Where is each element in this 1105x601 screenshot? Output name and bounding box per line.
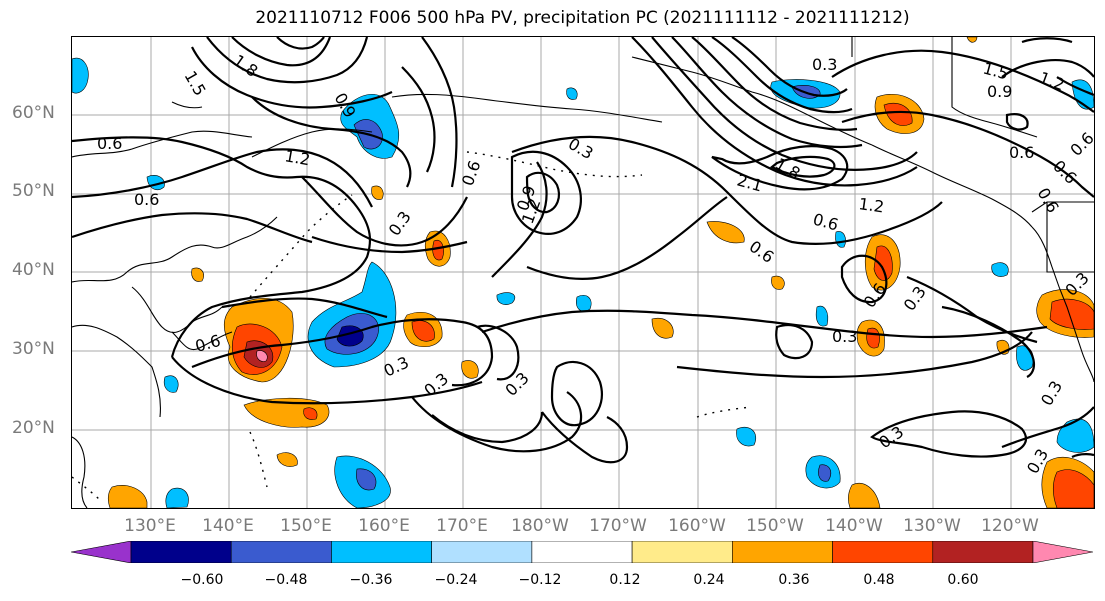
contour-label: 0.9 [987, 82, 1012, 101]
contour-label: 0.6 [746, 237, 778, 267]
colorbar-segment [331, 541, 432, 563]
colorbar-tick: −0.60 [180, 572, 224, 588]
island-chains [72, 151, 753, 503]
lat-label-40n: 40°N [12, 260, 55, 280]
lon-label-160w: 160°W [668, 516, 726, 536]
contour-label: 0.6 [458, 158, 485, 188]
lon-label-130e: 130°E [124, 516, 176, 536]
contour-label: 0.6 [134, 190, 159, 209]
contour-label: 0.6 [1049, 156, 1080, 187]
colorbar-extend-max [1032, 541, 1093, 563]
colorbar-segment [932, 541, 1034, 563]
contour-label: 0.6 [193, 331, 223, 356]
lat-label-60n: 60°N [12, 103, 55, 123]
lon-label-180w: 180°W [511, 516, 569, 536]
coastlines [72, 37, 1094, 508]
contour-label: 0.6 [97, 134, 122, 153]
colorbar-tick: 0.12 [609, 572, 641, 588]
contour-label: 0.6 [811, 210, 841, 235]
lon-label-150w: 150°W [746, 516, 804, 536]
lon-label-150e: 150°E [280, 516, 332, 536]
contour-label: 1.2 [1037, 68, 1067, 95]
precip-shading [72, 37, 1094, 508]
contour-label: 0.3 [900, 283, 930, 315]
map-title: 2021110712 F006 500 hPa PV, precipitatio… [255, 8, 910, 28]
colorbar-tick: −0.48 [264, 572, 308, 588]
contour-label: 1.2 [283, 146, 311, 169]
contour-label: 1.5 [181, 68, 210, 100]
lat-label-20n: 20°N [12, 418, 55, 438]
lon-label-170e: 170°E [436, 516, 488, 536]
contour-label: 0.3 [1037, 377, 1066, 409]
colorbar-segment [631, 541, 733, 563]
lon-label-170w: 170°W [589, 516, 647, 536]
colorbar-segment [431, 541, 533, 563]
contour-label: 0.3 [832, 327, 857, 346]
contour-label: 0.3 [385, 208, 415, 240]
pv-contours [72, 37, 1094, 464]
graticule [72, 37, 1094, 508]
contour-label: 0.3 [812, 55, 837, 74]
contour-label: 1.2 [857, 194, 885, 216]
contour-label: 0.3 [875, 422, 907, 452]
colorbar-segment [130, 541, 232, 563]
colorbar-tick: −0.12 [518, 572, 562, 588]
colorbar-extend-min [71, 541, 132, 563]
lon-label-160e: 160°E [358, 516, 410, 536]
lon-label-140e: 140°E [202, 516, 254, 536]
colorbar-tick: 0.60 [947, 572, 979, 588]
lat-label-30n: 30°N [12, 339, 55, 359]
colorbar-tick: 0.48 [863, 572, 895, 588]
colorbar-tick: 0.24 [693, 572, 725, 588]
colorbar-tick: −0.36 [349, 572, 393, 588]
lon-label-120w: 120°W [981, 516, 1039, 536]
lat-label-50n: 50°N [12, 181, 55, 201]
contour-label: 0.6 [1066, 128, 1094, 159]
colorbar-tick: −0.24 [434, 572, 478, 588]
contour-label: 2.1 [735, 171, 765, 196]
lon-label-140w: 140°W [825, 516, 883, 536]
colorbar [71, 541, 1093, 563]
lon-label-130w: 130°W [903, 516, 961, 536]
contour-label: 0.3 [501, 368, 532, 399]
colorbar-tick: 0.36 [778, 572, 810, 588]
colorbar-segment [230, 541, 332, 563]
colorbar-segment [531, 541, 633, 563]
contour-label: 0.6 [1009, 143, 1034, 162]
colorbar-segment [832, 541, 934, 563]
contour-label: 0.6 [1034, 185, 1063, 217]
contour-label: 1.5 [981, 59, 1011, 84]
colorbar-segment [732, 541, 833, 563]
map-canvas: 0.6 0.6 0.9 1.2 1.5 1.8 0.3 0.6 0.9 1.2 … [72, 37, 1094, 508]
map-panel: 0.6 0.6 0.9 1.2 1.5 1.8 0.3 0.6 0.9 1.2 … [71, 36, 1095, 509]
